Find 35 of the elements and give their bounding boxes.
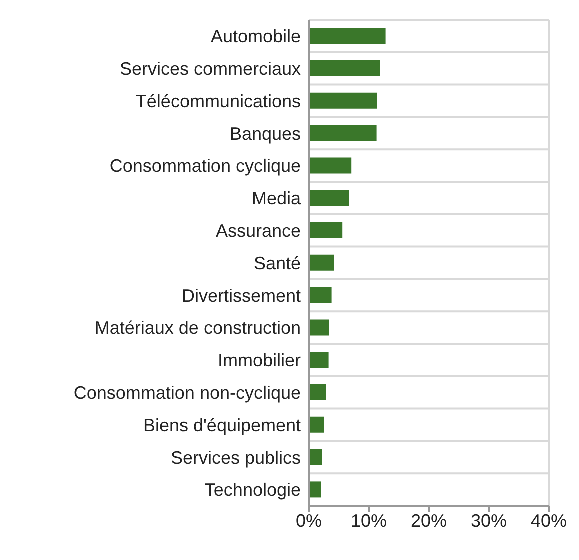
bar	[309, 449, 322, 466]
x-tick-label: 0%	[296, 510, 322, 531]
bar	[309, 384, 326, 400]
y-tick-label: Matériaux de construction	[94, 318, 301, 338]
bar	[309, 125, 377, 142]
x-tick-label: 40%	[530, 510, 568, 531]
bar	[309, 28, 386, 44]
bar	[309, 287, 332, 304]
y-tick-label: Télécommunications	[136, 91, 301, 112]
y-tick-label: Technologie	[204, 480, 301, 500]
bar	[309, 92, 378, 109]
bar	[309, 482, 321, 498]
bar	[309, 158, 352, 174]
y-tick-label: Divertissement	[182, 286, 301, 306]
bar	[309, 320, 330, 336]
bar	[309, 60, 380, 76]
y-tick-label: Assurance	[216, 220, 301, 241]
x-tick-label: 10%	[350, 510, 388, 531]
bar	[309, 416, 324, 433]
y-tick-label: Santé	[254, 253, 301, 274]
bar	[309, 352, 329, 368]
bar	[309, 254, 334, 271]
y-tick-label: Immobilier	[218, 350, 302, 371]
y-tick-label: Services publics	[170, 448, 301, 468]
y-tick-label: Consommation cyclique	[110, 156, 301, 176]
bar	[309, 222, 343, 238]
x-tick-label: 20%	[410, 510, 448, 531]
x-tick-label: 30%	[470, 510, 508, 531]
y-tick-label: Biens d'équipement	[143, 415, 301, 436]
y-tick-label: Services commerciaux	[120, 58, 301, 79]
y-tick-label: Automobile	[210, 26, 301, 47]
y-tick-label: Banques	[230, 124, 301, 144]
bar	[309, 190, 350, 206]
y-tick-label: Consommation non-cyclique	[74, 382, 301, 403]
y-tick-label: Media	[252, 188, 302, 209]
